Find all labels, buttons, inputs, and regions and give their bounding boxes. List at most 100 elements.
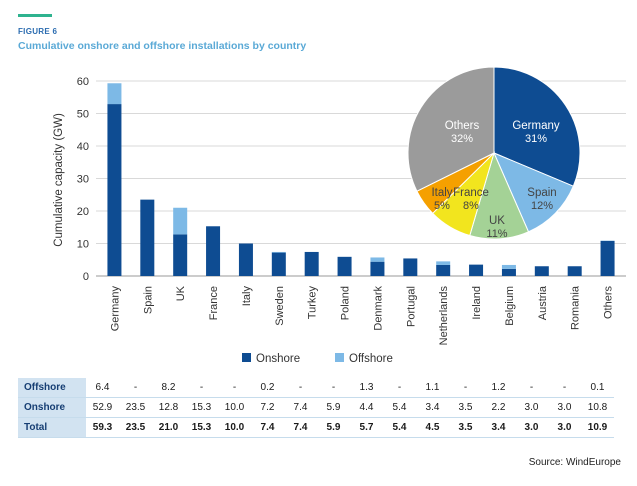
x-tick-label: Romania (570, 285, 582, 330)
bar-onshore (238, 243, 253, 276)
x-tick-label: Portugal (405, 286, 417, 327)
y-tick-label: 10 (77, 239, 89, 251)
bar-onshore (501, 268, 516, 276)
bar-onshore (469, 264, 484, 276)
table-cell: - (383, 378, 416, 398)
table-cell: 3.0 (548, 417, 581, 438)
bar-offshore (271, 251, 286, 253)
table-cell: 0.1 (581, 378, 614, 398)
table-cell: 4.4 (350, 397, 383, 418)
table-row-onshore: Onshore 52.9 23.5 12.8 15.3 10.0 7.2 7.4… (18, 397, 614, 418)
bar-onshore (534, 266, 549, 276)
legend-label-onshore: Onshore (256, 353, 300, 365)
pie-label: Others (445, 120, 480, 132)
pie-label: Italy (431, 187, 452, 199)
bar-onshore (600, 240, 615, 276)
table-cell: 10.0 (218, 417, 251, 438)
x-tick-label: France (208, 286, 220, 320)
table-cell: 7.4 (284, 397, 317, 418)
table-cell: 3.4 (416, 397, 449, 418)
pie-slice-germany (493, 66, 581, 187)
bar-onshore (337, 256, 352, 276)
x-tick-label: Belgium (504, 286, 516, 326)
y-tick-label: 30 (77, 174, 89, 186)
bar-onshore (271, 252, 286, 276)
pie-label: Germany (512, 120, 560, 132)
table-cell: 7.4 (251, 417, 284, 438)
table-cell: 3.0 (548, 397, 581, 418)
row-label: Total (18, 417, 86, 438)
x-tick-label: UK (175, 285, 187, 301)
pie-value-label: 31% (525, 133, 547, 145)
table-cell: 6.4 (86, 378, 119, 398)
table-row-total: Total 59.3 23.5 21.0 15.3 10.0 7.4 7.4 5… (18, 417, 614, 438)
pie-value-label: 5% (434, 200, 450, 212)
row-label: Offshore (18, 378, 86, 398)
x-tick-label: Turkey (307, 286, 319, 320)
table-cell: 5.7 (350, 417, 383, 438)
table-cell: - (185, 378, 218, 398)
bar-onshore (304, 251, 319, 276)
table-cell: 3.0 (515, 397, 548, 418)
bar-offshore (107, 83, 122, 105)
table-cell: 3.5 (449, 417, 482, 438)
bar-onshore (140, 199, 155, 276)
table-cell: 52.9 (86, 397, 119, 418)
table-cell: - (317, 378, 350, 398)
x-tick-label: Spain (142, 286, 154, 314)
table-cell: 3.5 (449, 397, 482, 418)
table-cell: 10.8 (581, 397, 614, 418)
x-tick-label: Ireland (471, 286, 483, 320)
x-tick-label: Germany (109, 286, 121, 332)
table-cell: 5.4 (383, 397, 416, 418)
chart-canvas: 0 10 20 30 40 50 60 Cumulative capacity (GW) Ger… (53, 66, 626, 365)
table-cell: 1.2 (482, 378, 515, 398)
x-tick-label: Poland (340, 286, 352, 320)
table-cell: 1.3 (350, 378, 383, 398)
table-cell: 1.1 (416, 378, 449, 398)
bar-onshore (107, 104, 122, 276)
table-cell: 15.3 (185, 417, 218, 438)
table-cell: 4.5 (416, 417, 449, 438)
x-tick-label: Sweden (274, 286, 286, 326)
pie-value-label: 12% (531, 200, 553, 212)
bar-offshore (501, 264, 516, 269)
table-cell: 15.3 (185, 397, 218, 418)
bar-onshore (403, 258, 418, 276)
table-cell: 10.0 (218, 397, 251, 418)
pie-label: France (453, 187, 489, 199)
source-note: Source: WindEurope (528, 457, 621, 468)
pie-value-label: 11% (486, 228, 507, 240)
table-cell: 5.9 (317, 417, 350, 438)
table-cell: 5.9 (317, 397, 350, 418)
bar-onshore (370, 261, 385, 276)
row-label: Onshore (18, 397, 86, 418)
table-cell: - (515, 378, 548, 398)
table-cell: 7.2 (251, 397, 284, 418)
chart-title: Cumulative onshore and offshore installa… (18, 40, 307, 52)
table-cell: 5.4 (383, 417, 416, 438)
y-axis-label: Cumulative capacity (GW) (53, 113, 65, 247)
x-tick-label: Netherlands (438, 286, 450, 346)
y-tick-label: 0 (83, 271, 89, 283)
x-tick-label: Italy (241, 286, 253, 307)
table-cell: - (119, 378, 152, 398)
table-cell: - (449, 378, 482, 398)
pie-slice-spain (493, 152, 574, 233)
table-cell: - (548, 378, 581, 398)
table-cell: 3.0 (515, 417, 548, 438)
table-row-offshore: Offshore 6.4 - 8.2 - - 0.2 - - 1.3 - 1.1… (18, 378, 614, 398)
data-table: Offshore 6.4 - 8.2 - - 0.2 - - 1.3 - 1.1… (18, 378, 614, 438)
table-cell: 21.0 (152, 417, 185, 438)
bar-onshore (567, 266, 582, 276)
table-cell: 59.3 (86, 417, 119, 438)
pie-label: Spain (527, 187, 556, 199)
figure-label: FIGURE 6 (18, 27, 58, 36)
table-cell: 23.5 (119, 397, 152, 418)
y-tick-label: 50 (77, 109, 89, 121)
bar-offshore (370, 257, 385, 262)
table-cell: 12.8 (152, 397, 185, 418)
x-tick-label: Denmark (372, 286, 384, 331)
pie-value-label: 8% (463, 200, 479, 212)
pie-slice-others (407, 66, 495, 192)
